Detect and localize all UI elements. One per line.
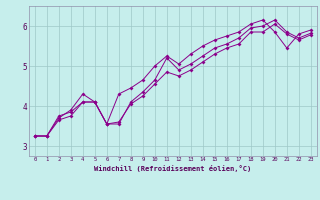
X-axis label: Windchill (Refroidissement éolien,°C): Windchill (Refroidissement éolien,°C) — [94, 165, 252, 172]
